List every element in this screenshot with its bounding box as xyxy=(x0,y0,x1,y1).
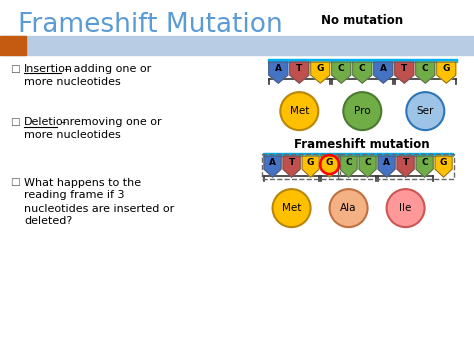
Circle shape xyxy=(273,189,310,227)
Text: Pro: Pro xyxy=(354,106,371,116)
Text: Frameshift Mutation: Frameshift Mutation xyxy=(18,12,283,38)
Bar xyxy=(0,36,26,55)
Text: Met: Met xyxy=(290,106,309,116)
Text: G: G xyxy=(326,158,333,166)
Text: Insertion: Insertion xyxy=(24,64,73,74)
Polygon shape xyxy=(395,62,414,83)
Bar xyxy=(262,154,340,179)
Text: T: T xyxy=(402,158,409,166)
Text: C: C xyxy=(364,158,371,166)
Text: □: □ xyxy=(10,64,20,74)
Text: G: G xyxy=(307,158,314,166)
Text: A: A xyxy=(275,64,282,72)
Text: What happens to the: What happens to the xyxy=(24,178,141,187)
Text: T: T xyxy=(289,158,295,166)
Text: G: G xyxy=(440,158,447,166)
Bar xyxy=(263,153,453,156)
Text: more nucleotides: more nucleotides xyxy=(24,130,121,140)
Text: Ile: Ile xyxy=(400,203,412,213)
Text: – adding one or: – adding one or xyxy=(62,64,152,74)
Text: deleted?: deleted? xyxy=(24,217,72,226)
Text: nucleotides are inserted or: nucleotides are inserted or xyxy=(24,203,174,213)
Text: No mutation: No mutation xyxy=(321,14,403,27)
Bar xyxy=(268,59,457,62)
Text: reading frame if 3: reading frame if 3 xyxy=(24,191,125,201)
Text: A: A xyxy=(380,64,387,72)
Polygon shape xyxy=(378,156,395,177)
Bar xyxy=(338,154,454,179)
Polygon shape xyxy=(416,156,433,177)
Text: A: A xyxy=(383,158,390,166)
Text: □: □ xyxy=(10,117,20,127)
Text: Frameshift mutation: Frameshift mutation xyxy=(294,138,430,151)
Text: Deletion: Deletion xyxy=(24,117,71,127)
Polygon shape xyxy=(416,62,435,83)
Text: C: C xyxy=(345,158,352,166)
Text: – removing one or: – removing one or xyxy=(57,117,162,127)
Polygon shape xyxy=(311,62,330,83)
Polygon shape xyxy=(290,62,309,83)
Polygon shape xyxy=(264,156,281,177)
Polygon shape xyxy=(353,62,372,83)
Polygon shape xyxy=(374,62,393,83)
Text: A: A xyxy=(269,158,276,166)
Text: □: □ xyxy=(10,178,20,187)
Text: C: C xyxy=(422,64,428,72)
Text: G: G xyxy=(443,64,450,72)
Text: C: C xyxy=(338,64,345,72)
Circle shape xyxy=(343,92,381,130)
Text: Ala: Ala xyxy=(340,203,357,213)
Polygon shape xyxy=(435,156,452,177)
Polygon shape xyxy=(359,156,376,177)
Polygon shape xyxy=(302,156,319,177)
Text: T: T xyxy=(296,64,302,72)
Text: Ser: Ser xyxy=(417,106,434,116)
Text: T: T xyxy=(401,64,408,72)
Circle shape xyxy=(280,92,319,130)
Circle shape xyxy=(387,189,425,227)
Polygon shape xyxy=(269,62,288,83)
Text: more nucleotides: more nucleotides xyxy=(24,77,121,87)
Text: C: C xyxy=(359,64,365,72)
Polygon shape xyxy=(283,156,300,177)
Circle shape xyxy=(329,189,367,227)
Text: Met: Met xyxy=(282,203,301,213)
Polygon shape xyxy=(332,62,351,83)
Text: G: G xyxy=(317,64,324,72)
Polygon shape xyxy=(321,156,338,177)
Circle shape xyxy=(406,92,444,130)
Bar xyxy=(0,36,474,55)
Text: C: C xyxy=(421,158,428,166)
Polygon shape xyxy=(340,156,357,177)
Polygon shape xyxy=(397,156,414,177)
Polygon shape xyxy=(437,62,456,83)
